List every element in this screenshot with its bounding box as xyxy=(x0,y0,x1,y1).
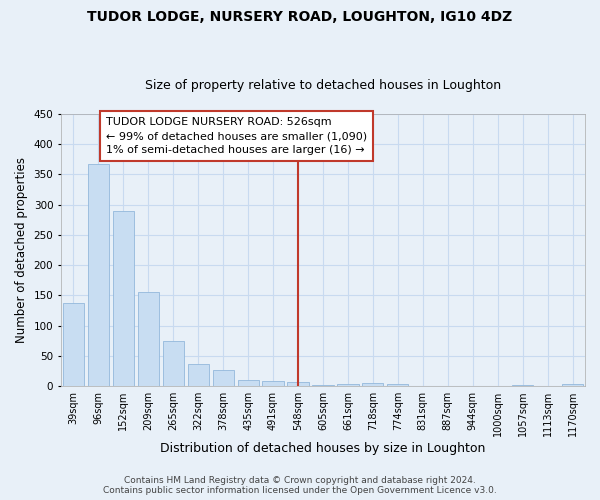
Bar xyxy=(88,164,109,386)
Bar xyxy=(212,370,234,386)
Y-axis label: Number of detached properties: Number of detached properties xyxy=(15,157,28,343)
Bar xyxy=(562,384,583,386)
Text: TUDOR LODGE, NURSERY ROAD, LOUGHTON, IG10 4DZ: TUDOR LODGE, NURSERY ROAD, LOUGHTON, IG1… xyxy=(88,10,512,24)
Bar xyxy=(113,212,134,386)
Bar xyxy=(163,340,184,386)
Bar xyxy=(238,380,259,386)
Bar xyxy=(262,381,284,386)
Bar xyxy=(287,382,308,386)
Text: Contains HM Land Registry data © Crown copyright and database right 2024.
Contai: Contains HM Land Registry data © Crown c… xyxy=(103,476,497,495)
X-axis label: Distribution of detached houses by size in Loughton: Distribution of detached houses by size … xyxy=(160,442,485,455)
Bar xyxy=(313,385,334,386)
Bar xyxy=(362,383,383,386)
Bar xyxy=(337,384,359,386)
Title: Size of property relative to detached houses in Loughton: Size of property relative to detached ho… xyxy=(145,79,501,92)
Bar xyxy=(188,364,209,386)
Text: TUDOR LODGE NURSERY ROAD: 526sqm
← 99% of detached houses are smaller (1,090)
1%: TUDOR LODGE NURSERY ROAD: 526sqm ← 99% o… xyxy=(106,117,367,155)
Bar xyxy=(137,292,159,386)
Bar xyxy=(387,384,409,386)
Bar xyxy=(63,303,84,386)
Bar xyxy=(512,385,533,386)
